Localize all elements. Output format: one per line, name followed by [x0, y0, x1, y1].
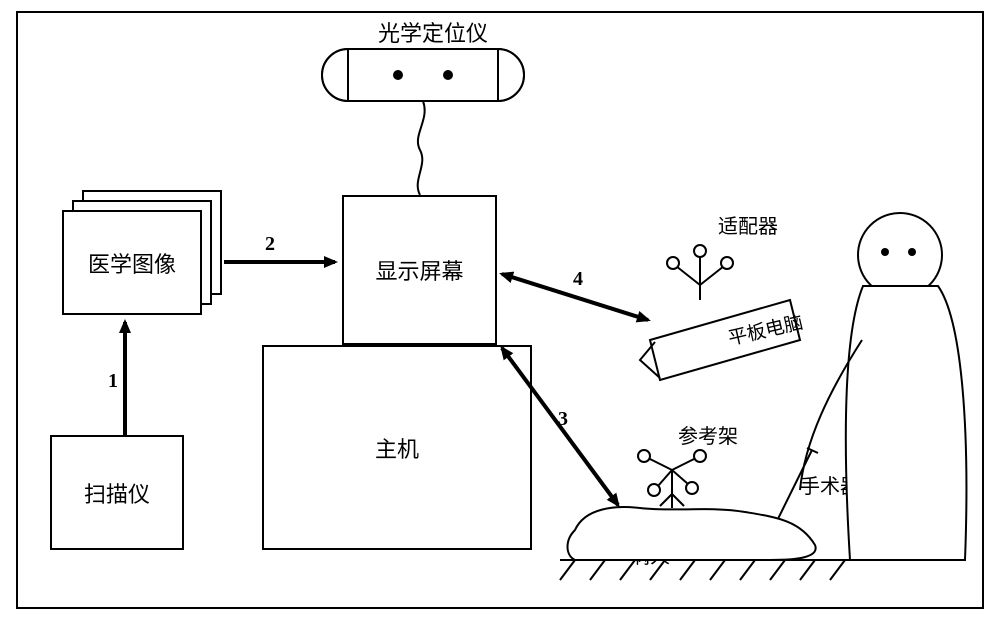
patient-label: 病人	[630, 540, 670, 569]
arrow-4-label: 4	[573, 268, 583, 291]
adapter-label: 适配器	[718, 210, 778, 239]
display-screen-label: 显示屏幕	[375, 254, 463, 286]
host-box: 主机	[262, 345, 532, 550]
host-label: 主机	[375, 432, 419, 464]
scanner-box: 扫描仪	[50, 435, 184, 550]
display-screen-box: 显示屏幕	[342, 195, 497, 345]
medical-image-label: 医学图像	[88, 247, 176, 279]
arrow-1-label: 1	[108, 370, 118, 393]
doctor-label: 医生	[893, 380, 933, 409]
scanner-label: 扫描仪	[84, 477, 150, 509]
arrow-2-label: 2	[265, 233, 275, 256]
instrument-label: 手术器械	[800, 470, 880, 499]
arrow-3-label: 3	[558, 408, 568, 431]
reference-frame-label: 参考架	[678, 420, 738, 449]
medical-image-box: 医学图像	[62, 210, 202, 315]
optical-locator-label: 光学定位仪	[378, 16, 488, 48]
